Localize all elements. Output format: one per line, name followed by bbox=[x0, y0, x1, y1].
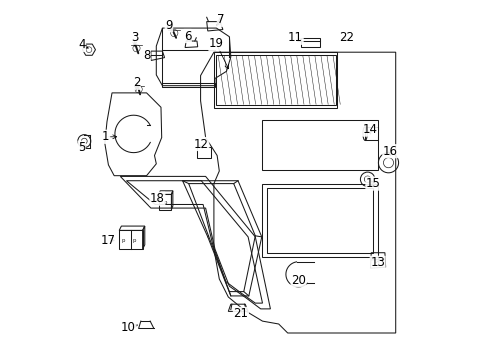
Text: 22: 22 bbox=[339, 31, 354, 44]
Text: 9: 9 bbox=[165, 19, 172, 32]
Text: 18: 18 bbox=[150, 192, 164, 205]
Text: 21: 21 bbox=[233, 307, 248, 320]
Text: 15: 15 bbox=[365, 177, 380, 190]
Text: 4: 4 bbox=[78, 39, 85, 51]
Text: 8: 8 bbox=[142, 49, 150, 62]
Text: 10: 10 bbox=[121, 321, 136, 334]
Text: 13: 13 bbox=[369, 256, 385, 269]
Text: 12: 12 bbox=[193, 138, 208, 150]
Text: 7: 7 bbox=[217, 13, 224, 26]
Text: 17: 17 bbox=[100, 234, 115, 247]
Text: 5: 5 bbox=[78, 141, 85, 154]
Text: 20: 20 bbox=[290, 274, 305, 287]
Text: 11: 11 bbox=[287, 31, 303, 44]
Text: 6: 6 bbox=[183, 30, 191, 42]
Text: p: p bbox=[163, 200, 166, 205]
Text: p: p bbox=[122, 238, 125, 243]
Text: 16: 16 bbox=[382, 145, 397, 158]
Text: p: p bbox=[133, 238, 136, 243]
Text: 3: 3 bbox=[131, 31, 138, 44]
Text: 2: 2 bbox=[132, 76, 140, 89]
Text: 19: 19 bbox=[208, 37, 224, 50]
Text: 14: 14 bbox=[362, 123, 377, 136]
Text: 1: 1 bbox=[102, 130, 109, 143]
